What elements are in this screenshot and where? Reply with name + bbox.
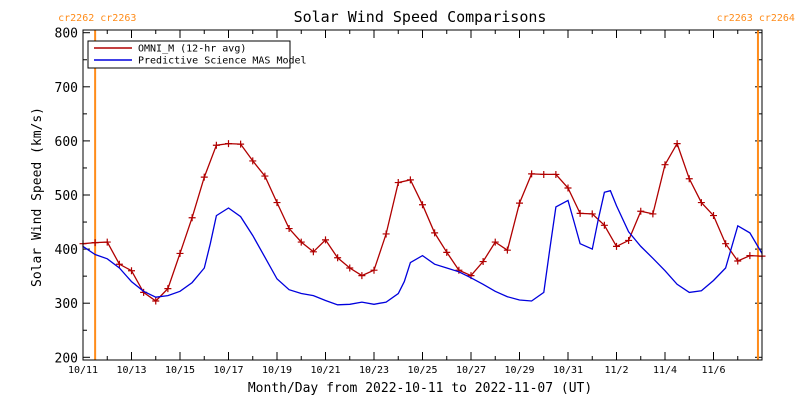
carrington-label: cr2262 cr2263 xyxy=(58,13,136,24)
omni-data-point xyxy=(722,240,730,248)
carrington-lines xyxy=(94,30,759,360)
omni-data-point xyxy=(382,230,390,238)
omni-data-point xyxy=(528,170,536,178)
legend: OMNI_M (12-hr avg) Predictive Science MA… xyxy=(87,40,307,69)
x-tick-label: 10/21 xyxy=(310,365,340,376)
x-tick-label: 10/23 xyxy=(359,365,389,376)
omni-data-point xyxy=(443,248,451,256)
y-tick-label: 700 xyxy=(55,81,78,96)
series-line-omni xyxy=(82,142,763,302)
legend-label-model: Predictive Science MAS Model xyxy=(138,56,307,67)
omni-data-point xyxy=(346,264,354,272)
omni-data-point xyxy=(637,207,645,215)
x-tick-label: 10/19 xyxy=(262,365,292,376)
omni-data-point xyxy=(625,236,633,244)
x-tick-label: 10/27 xyxy=(456,365,486,376)
omni-data-point xyxy=(540,170,548,178)
omni-data-point xyxy=(261,172,269,180)
omni-data-point xyxy=(358,272,366,280)
omni-data-point xyxy=(564,184,572,192)
carrington-label: cr2263 cr2264 xyxy=(717,13,795,24)
series-layer xyxy=(79,140,766,306)
chart-title: Solar Wind Speed Comparisons xyxy=(294,8,547,26)
x-tick-label: 11/4 xyxy=(653,365,677,376)
omni-data-point xyxy=(225,140,232,148)
omni-data-point xyxy=(128,267,135,275)
y-tick-label: 400 xyxy=(55,243,78,258)
omni-data-point xyxy=(613,242,620,250)
x-tick-label: 11/6 xyxy=(701,365,725,376)
carrington-labels: cr2262 cr2263 cr2263 cr2264 xyxy=(58,13,795,24)
omni-data-point xyxy=(455,266,463,274)
omni-data-point xyxy=(576,209,584,217)
omni-data-point xyxy=(697,199,705,207)
omni-data-point xyxy=(176,249,184,257)
omni-data-point xyxy=(91,239,99,247)
omni-data-point xyxy=(249,157,257,165)
omni-data-point xyxy=(746,252,754,260)
y-tick-label: 600 xyxy=(55,135,78,150)
x-axis-title: Month/Day from 2022-10-11 to 2022-11-07 … xyxy=(248,381,592,396)
omni-data-point xyxy=(212,141,220,149)
omni-data-point xyxy=(734,257,742,265)
y-tick-label: 300 xyxy=(55,297,78,312)
series-line-model xyxy=(82,189,763,306)
omni-data-point xyxy=(394,179,402,187)
omni-data-point xyxy=(273,199,281,207)
omni-data-point xyxy=(685,175,693,183)
omni-data-point xyxy=(237,140,245,148)
omni-data-point xyxy=(103,238,111,246)
omni-data-point xyxy=(164,285,172,293)
omni-data-point xyxy=(661,161,669,169)
omni-data-point xyxy=(152,297,160,305)
x-tick-label: 10/11 xyxy=(68,365,98,376)
omni-data-point xyxy=(503,246,511,254)
omni-data-point xyxy=(419,201,426,209)
y-axis-title: Solar Wind Speed (km/s) xyxy=(30,107,45,287)
omni-data-point xyxy=(431,229,439,237)
x-tick-label: 10/25 xyxy=(407,365,437,376)
y-tick-label: 200 xyxy=(55,351,78,366)
omni-data-point xyxy=(710,212,717,220)
omni-data-point xyxy=(285,225,293,233)
x-tick-label: 11/2 xyxy=(604,365,628,376)
omni-data-point xyxy=(297,238,305,246)
omni-data-point xyxy=(115,260,123,268)
omni-data-point xyxy=(370,266,378,274)
omni-data-point xyxy=(552,170,560,178)
legend-box xyxy=(87,40,291,69)
x-tick-label: 10/31 xyxy=(553,365,583,376)
x-tick-label: 10/15 xyxy=(165,365,195,376)
omni-data-point xyxy=(334,254,342,262)
omni-data-point xyxy=(479,258,487,266)
x-tick-label: 10/29 xyxy=(504,365,534,376)
omni-data-point xyxy=(322,236,329,244)
omni-data-point xyxy=(673,140,681,148)
axis-ticks: 200 300 400 500 600 700 800 10/11 10/13 10/15 10/1… xyxy=(55,27,763,376)
omni-data-point xyxy=(649,210,657,218)
plot-frame xyxy=(82,29,763,361)
omni-data-point xyxy=(200,173,208,181)
omni-data-point xyxy=(491,238,499,246)
y-tick-label: 800 xyxy=(55,27,78,42)
omni-data-point xyxy=(188,214,196,222)
y-tick-label: 500 xyxy=(55,189,78,204)
omni-data-point xyxy=(588,210,596,218)
omni-data-point xyxy=(516,199,523,207)
omni-data-point xyxy=(309,248,317,256)
x-tick-label: 10/13 xyxy=(116,365,146,376)
legend-label-omni: OMNI_M (12-hr avg) xyxy=(138,44,246,55)
x-tick-label: 10/17 xyxy=(213,365,243,376)
omni-data-point xyxy=(600,221,608,229)
omni-data-point xyxy=(406,176,414,184)
